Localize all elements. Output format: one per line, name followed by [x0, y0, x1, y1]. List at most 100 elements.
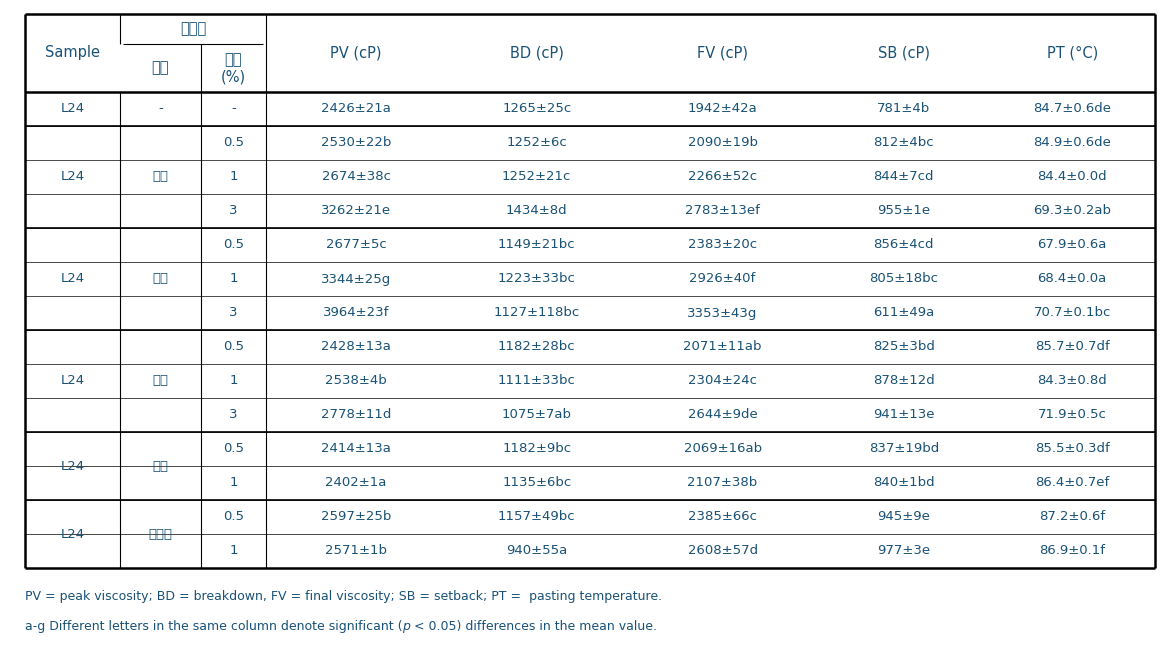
Text: 3: 3: [229, 306, 237, 320]
Text: 2677±5c: 2677±5c: [325, 239, 387, 252]
Text: 84.3±0.8d: 84.3±0.8d: [1038, 374, 1107, 387]
Text: 781±4b: 781±4b: [877, 103, 931, 115]
Text: 86.4±0.7ef: 86.4±0.7ef: [1035, 476, 1109, 490]
Text: p: p: [403, 620, 410, 633]
Text: 2608±57d: 2608±57d: [687, 544, 758, 558]
Text: 940±55a: 940±55a: [506, 544, 568, 558]
Text: 1: 1: [229, 476, 237, 490]
Text: 2385±66c: 2385±66c: [689, 511, 757, 523]
Text: 구아: 구아: [153, 171, 168, 183]
Text: -: -: [159, 103, 163, 115]
Text: 0.5: 0.5: [223, 442, 244, 455]
Text: 알긴산: 알긴산: [148, 527, 173, 540]
Text: 977±3e: 977±3e: [878, 544, 931, 558]
Text: 84.4±0.0d: 84.4±0.0d: [1038, 171, 1107, 183]
Text: 1: 1: [229, 273, 237, 285]
Text: 1182±9bc: 1182±9bc: [502, 442, 571, 455]
Text: 805±18bc: 805±18bc: [870, 273, 939, 285]
Text: 1: 1: [229, 544, 237, 558]
Text: 1434±8d: 1434±8d: [506, 204, 568, 217]
Text: 71.9±0.5c: 71.9±0.5c: [1038, 409, 1107, 422]
Text: PV = peak viscosity; BD = breakdown, FV = final viscosity; SB = setback; PT =  p: PV = peak viscosity; BD = breakdown, FV …: [25, 590, 663, 603]
Text: 2530±22b: 2530±22b: [321, 136, 391, 150]
Text: PT (°C): PT (°C): [1047, 45, 1097, 61]
Text: 2674±38c: 2674±38c: [322, 171, 390, 183]
Text: 3262±21e: 3262±21e: [321, 204, 391, 217]
Text: 1182±28bc: 1182±28bc: [498, 341, 576, 353]
Text: 2597±25b: 2597±25b: [321, 511, 391, 523]
Text: 844±7cd: 844±7cd: [873, 171, 934, 183]
Text: 펙틴: 펙틴: [153, 459, 168, 473]
Text: 0.5: 0.5: [223, 341, 244, 353]
Text: 젤란: 젤란: [153, 374, 168, 387]
Text: 2783±13ef: 2783±13ef: [685, 204, 760, 217]
Text: 70.7±0.1bc: 70.7±0.1bc: [1034, 306, 1110, 320]
Text: 농도
(%): 농도 (%): [221, 52, 246, 84]
Text: 3353±43g: 3353±43g: [687, 306, 758, 320]
Text: 첨가물: 첨가물: [180, 22, 206, 36]
Text: 3: 3: [229, 204, 237, 217]
Text: 2071±11ab: 2071±11ab: [684, 341, 761, 353]
Text: 2426±21a: 2426±21a: [321, 103, 391, 115]
Text: 종류: 종류: [152, 61, 169, 76]
Text: 69.3±0.2ab: 69.3±0.2ab: [1033, 204, 1112, 217]
Text: 1252±6c: 1252±6c: [506, 136, 568, 150]
Text: 941±13e: 941±13e: [873, 409, 934, 422]
Text: a-g Different letters in the same column denote significant (: a-g Different letters in the same column…: [25, 620, 403, 633]
Text: 1223±33bc: 1223±33bc: [498, 273, 576, 285]
Text: 2778±11d: 2778±11d: [321, 409, 391, 422]
Text: Sample: Sample: [45, 45, 100, 61]
Text: 2926±40f: 2926±40f: [690, 273, 756, 285]
Text: L24: L24: [60, 171, 85, 183]
Text: 856±4cd: 856±4cd: [873, 239, 934, 252]
Text: BD (cP): BD (cP): [510, 45, 564, 61]
Text: 2107±38b: 2107±38b: [687, 476, 758, 490]
Text: PV (cP): PV (cP): [330, 45, 382, 61]
Text: 87.2±0.6f: 87.2±0.6f: [1039, 511, 1106, 523]
Text: < 0.05) differences in the mean value.: < 0.05) differences in the mean value.: [410, 620, 657, 633]
Text: 2644±9de: 2644±9de: [687, 409, 758, 422]
Text: L24: L24: [60, 527, 85, 540]
Text: 611±49a: 611±49a: [873, 306, 934, 320]
Text: 1111±33bc: 1111±33bc: [498, 374, 576, 387]
Text: 2571±1b: 2571±1b: [325, 544, 387, 558]
Text: 1149±21bc: 1149±21bc: [498, 239, 576, 252]
Text: 2538±4b: 2538±4b: [325, 374, 387, 387]
Text: -: -: [231, 103, 236, 115]
Text: 3: 3: [229, 409, 237, 422]
Text: 85.7±0.7df: 85.7±0.7df: [1035, 341, 1109, 353]
Text: FV (cP): FV (cP): [697, 45, 748, 61]
Text: 67.9±0.6a: 67.9±0.6a: [1038, 239, 1107, 252]
Text: 837±19bd: 837±19bd: [868, 442, 939, 455]
Text: SB (cP): SB (cP): [878, 45, 929, 61]
Text: 2414±13a: 2414±13a: [321, 442, 391, 455]
Text: 2428±13a: 2428±13a: [321, 341, 391, 353]
Text: 잔탄: 잔탄: [153, 273, 168, 285]
Text: 2304±24c: 2304±24c: [689, 374, 757, 387]
Text: 1265±25c: 1265±25c: [502, 103, 571, 115]
Text: L24: L24: [60, 459, 85, 473]
Text: 85.5±0.3df: 85.5±0.3df: [1035, 442, 1109, 455]
Text: 1157±49bc: 1157±49bc: [498, 511, 576, 523]
Text: 3344±25g: 3344±25g: [321, 273, 391, 285]
Text: 3964±23f: 3964±23f: [323, 306, 389, 320]
Text: 84.9±0.6de: 84.9±0.6de: [1033, 136, 1112, 150]
Text: 0.5: 0.5: [223, 239, 244, 252]
Text: 955±1e: 955±1e: [878, 204, 931, 217]
Text: 0.5: 0.5: [223, 136, 244, 150]
Text: 1: 1: [229, 374, 237, 387]
Text: L24: L24: [60, 374, 85, 387]
Text: 2090±19b: 2090±19b: [687, 136, 758, 150]
Text: 86.9±0.1f: 86.9±0.1f: [1039, 544, 1106, 558]
Text: 1127±118bc: 1127±118bc: [494, 306, 580, 320]
Text: 812±4bc: 812±4bc: [873, 136, 934, 150]
Text: 1075±7ab: 1075±7ab: [502, 409, 572, 422]
Text: 1252±21c: 1252±21c: [502, 171, 571, 183]
Text: L24: L24: [60, 103, 85, 115]
Text: 840±1bd: 840±1bd: [873, 476, 934, 490]
Text: 84.7±0.6de: 84.7±0.6de: [1033, 103, 1112, 115]
Text: 1135±6bc: 1135±6bc: [502, 476, 571, 490]
Text: 825±3bd: 825±3bd: [873, 341, 934, 353]
Text: 2266±52c: 2266±52c: [689, 171, 757, 183]
Text: 1: 1: [229, 171, 237, 183]
